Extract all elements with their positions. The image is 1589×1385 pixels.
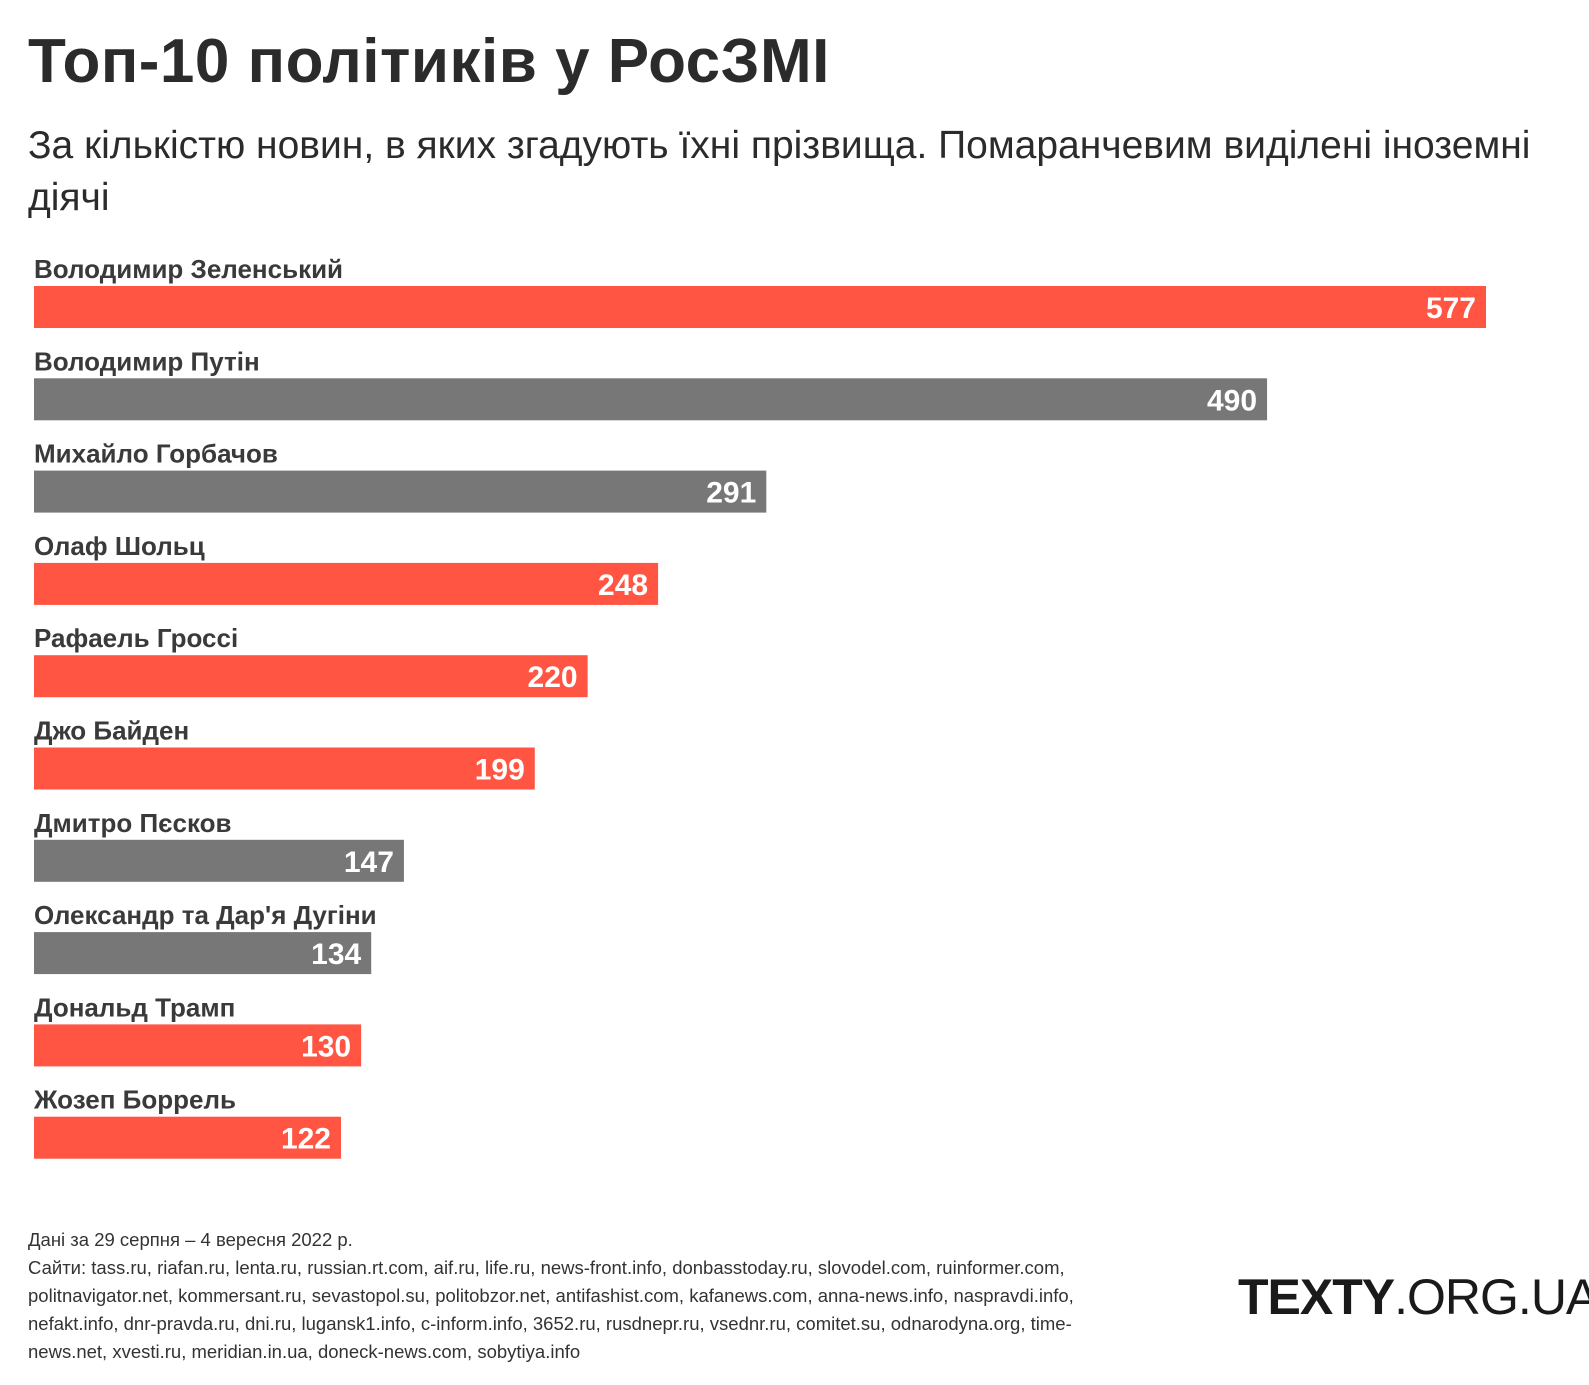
bar-category-label: Олаф Шольц xyxy=(34,531,205,561)
texty-logo: TEXTY.ORG.UA xyxy=(1238,1268,1589,1326)
bar-category-label: Жозеп Боррель xyxy=(33,1085,236,1115)
bar-category-label: Джо Байден xyxy=(34,716,189,746)
chart-title: Топ-10 політиків у РосЗМІ xyxy=(28,27,830,96)
bar xyxy=(34,839,404,882)
bar-category-label: Володимир Зеленський xyxy=(34,254,343,284)
bar-chart: Володимир Зеленський 577 Володимир Путін 49… xyxy=(33,254,1486,1159)
bar-category-label: Дональд Трамп xyxy=(34,992,235,1022)
bar xyxy=(34,747,535,790)
bar xyxy=(34,1116,342,1159)
bar xyxy=(34,286,1486,328)
bar-category-label: Олександр та Дар'я Дугіни xyxy=(34,900,377,930)
bar xyxy=(34,1024,362,1067)
bar-value-label: 577 xyxy=(1426,292,1476,325)
bar xyxy=(34,562,659,605)
bar xyxy=(34,378,1268,421)
footer-sites-line: news.net, xvesti.ru, meridian.in.ua, don… xyxy=(28,1341,581,1362)
bar-category-label: Володимир Путін xyxy=(34,346,260,376)
footer-sites-line: politnavigator.net, kommersant.ru, sevas… xyxy=(28,1285,1074,1306)
footer-sites-line: nefakt.info, dnr-pravda.ru, dni.ru, luga… xyxy=(28,1313,1072,1334)
logo-rest: .ORG.UA xyxy=(1394,1269,1589,1325)
bar-value-label: 199 xyxy=(475,754,525,787)
bar-value-label: 220 xyxy=(528,661,578,694)
logo-bold: TEXTY xyxy=(1238,1269,1395,1325)
bar-category-label: Михайло Горбачов xyxy=(34,439,278,469)
bar-value-label: 147 xyxy=(344,846,394,879)
bar-category-label: Дмитро Пєсков xyxy=(34,808,232,838)
footer-sites-line: Сайти: tass.ru, riafan.ru, lenta.ru, rus… xyxy=(28,1257,1065,1278)
footer-notes: Дані за 29 серпня – 4 вересня 2022 р. Са… xyxy=(28,1226,1228,1366)
bar-value-label: 291 xyxy=(706,477,756,510)
bar-value-label: 122 xyxy=(281,1123,331,1156)
bar-value-label: 130 xyxy=(301,1030,351,1063)
bar-value-label: 134 xyxy=(311,938,361,971)
footer-dates: Дані за 29 серпня – 4 вересня 2022 р. xyxy=(28,1229,353,1250)
bar xyxy=(34,932,372,975)
bar xyxy=(34,655,588,698)
bar-value-label: 248 xyxy=(598,569,648,602)
chart-subtitle: За кількістю новин, в яких згадують їхні… xyxy=(28,124,1531,219)
bar xyxy=(34,470,767,513)
bar-value-label: 490 xyxy=(1207,384,1257,417)
bar-category-label: Рафаель Гроссі xyxy=(34,623,238,653)
